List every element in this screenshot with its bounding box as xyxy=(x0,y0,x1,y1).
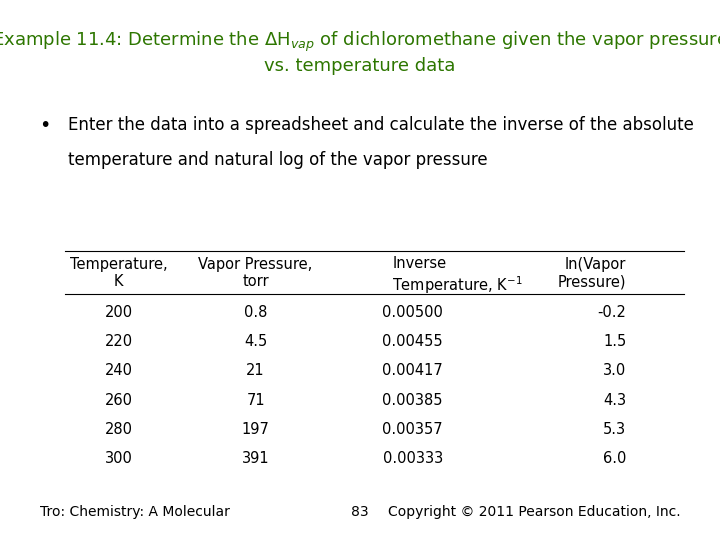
Text: 0.00500: 0.00500 xyxy=(382,305,443,320)
Text: 21: 21 xyxy=(246,363,265,379)
Text: ln(Vapor: ln(Vapor xyxy=(565,256,626,272)
Text: Copyright © 2011 Pearson Education, Inc.: Copyright © 2011 Pearson Education, Inc. xyxy=(388,505,680,519)
Text: temperature and natural log of the vapor pressure: temperature and natural log of the vapor… xyxy=(68,151,488,169)
Text: 0.00455: 0.00455 xyxy=(382,334,443,349)
Text: 4.5: 4.5 xyxy=(244,334,267,349)
Text: Enter the data into a spreadsheet and calculate the inverse of the absolute: Enter the data into a spreadsheet and ca… xyxy=(68,116,694,134)
Text: 300: 300 xyxy=(105,451,132,466)
Text: 6.0: 6.0 xyxy=(603,451,626,466)
Text: Example 11.4: Determine the ΔH$_{vap}$ of dichloromethane given the vapor pressu: Example 11.4: Determine the ΔH$_{vap}$ o… xyxy=(0,30,720,75)
Text: K: K xyxy=(114,274,124,289)
Text: 200: 200 xyxy=(104,305,133,320)
Text: 5.3: 5.3 xyxy=(603,422,626,437)
Text: 280: 280 xyxy=(105,422,132,437)
Text: 0.8: 0.8 xyxy=(244,305,267,320)
Text: Vapor Pressure,: Vapor Pressure, xyxy=(199,256,312,272)
Text: 71: 71 xyxy=(246,393,265,408)
Text: 220: 220 xyxy=(104,334,133,349)
Text: Pressure): Pressure) xyxy=(558,274,626,289)
Text: 260: 260 xyxy=(105,393,132,408)
Text: 83: 83 xyxy=(351,505,369,519)
Text: 4.3: 4.3 xyxy=(603,393,626,408)
Text: torr: torr xyxy=(243,274,269,289)
Text: 0.00333: 0.00333 xyxy=(382,451,443,466)
Text: 0.00357: 0.00357 xyxy=(382,422,443,437)
Text: Temperature, K$^{-1}$: Temperature, K$^{-1}$ xyxy=(392,274,523,296)
Text: 240: 240 xyxy=(105,363,132,379)
Text: 0.00385: 0.00385 xyxy=(382,393,443,408)
Text: 1.5: 1.5 xyxy=(603,334,626,349)
Text: Inverse: Inverse xyxy=(392,256,446,272)
Text: -0.2: -0.2 xyxy=(598,305,626,320)
Text: Tro: Chemistry: A Molecular: Tro: Chemistry: A Molecular xyxy=(40,505,230,519)
Text: 391: 391 xyxy=(242,451,269,466)
Text: 0.00417: 0.00417 xyxy=(382,363,443,379)
Text: 3.0: 3.0 xyxy=(603,363,626,379)
Text: 197: 197 xyxy=(242,422,269,437)
Text: •: • xyxy=(40,116,51,135)
Text: Temperature,: Temperature, xyxy=(70,256,168,272)
